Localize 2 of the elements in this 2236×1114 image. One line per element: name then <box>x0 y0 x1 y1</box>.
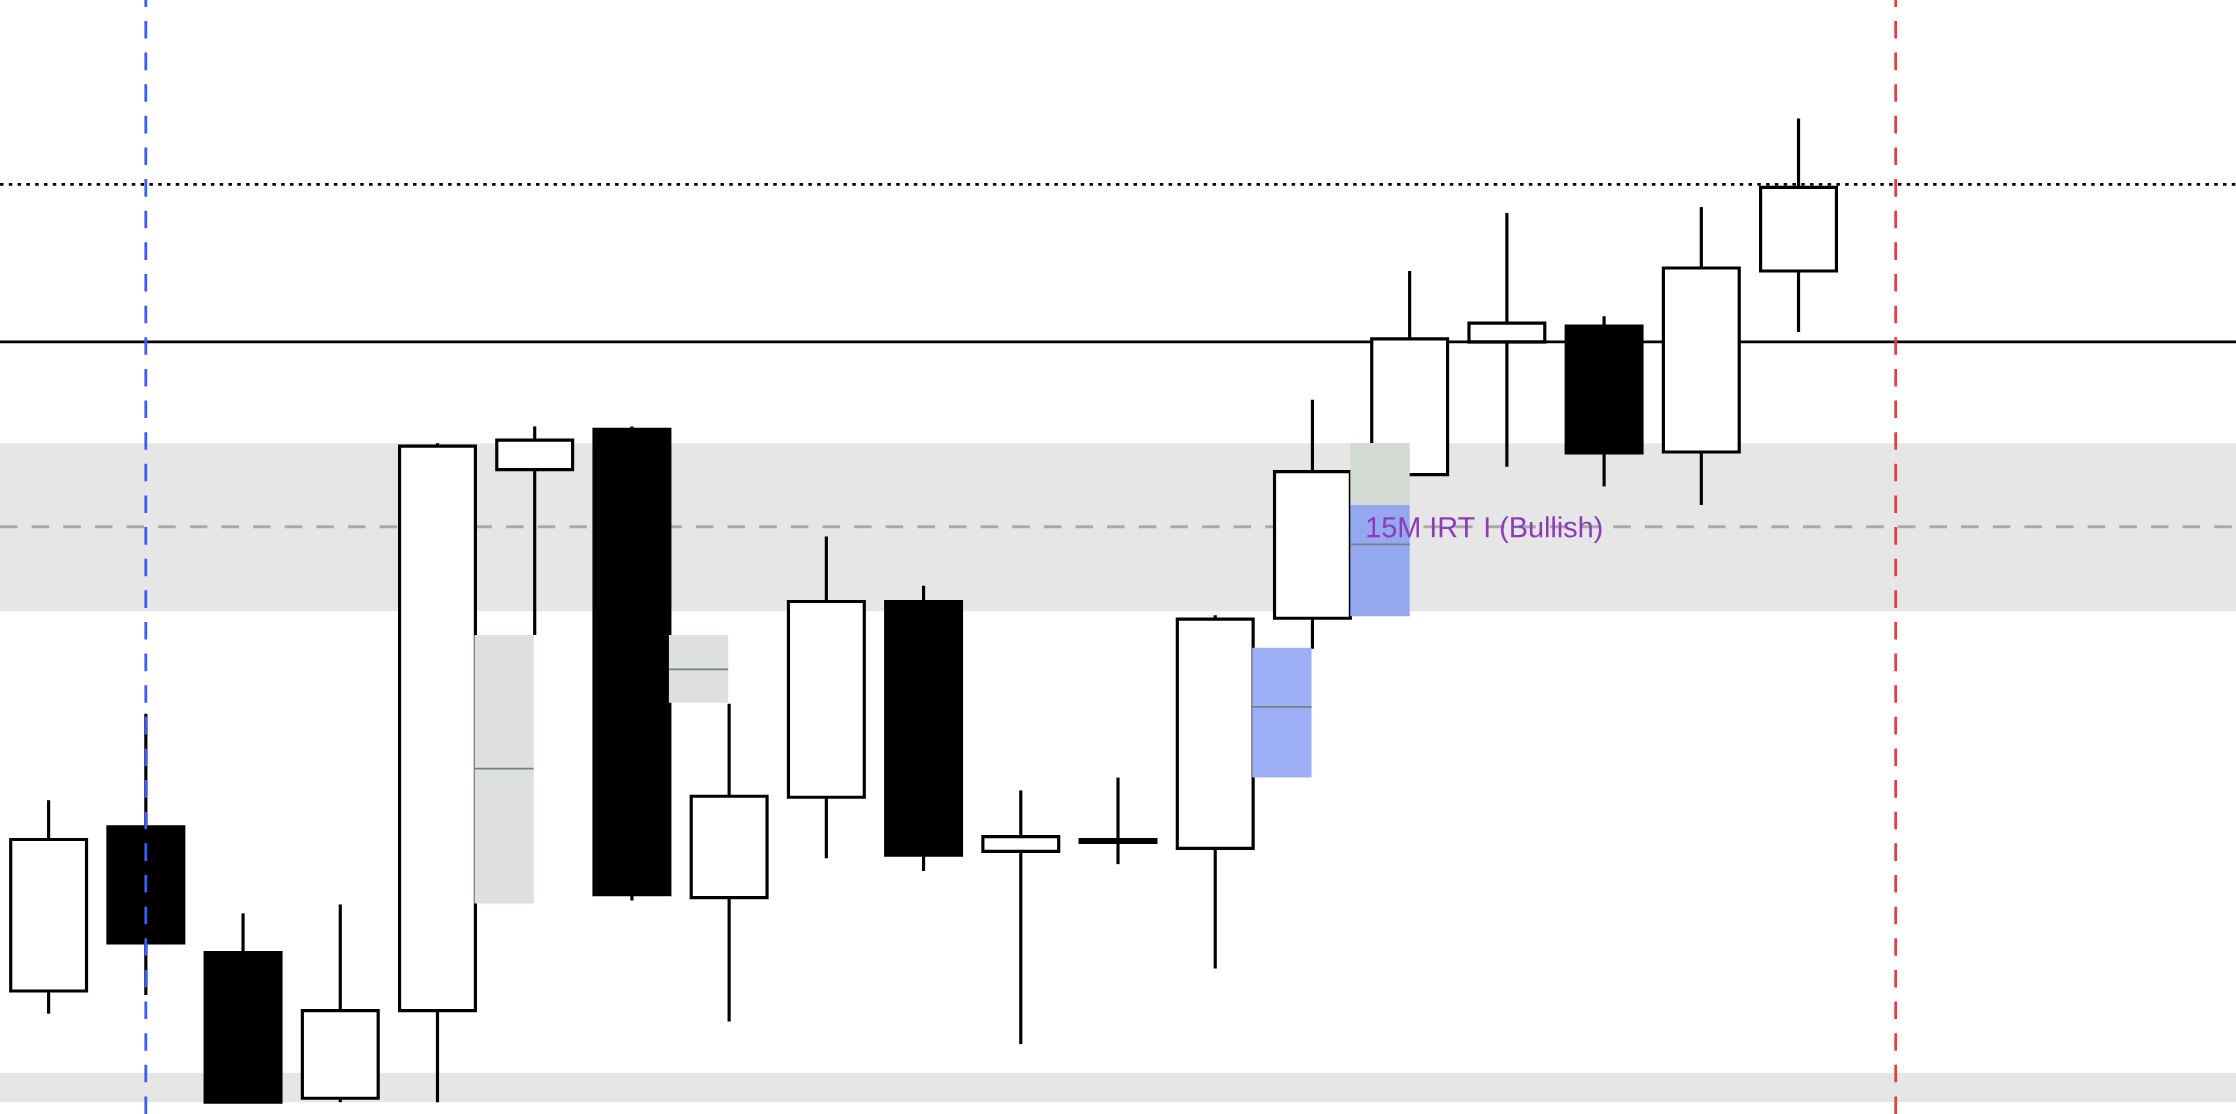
candlestick <box>1078 777 1158 866</box>
candlestick <box>981 790 1061 1046</box>
